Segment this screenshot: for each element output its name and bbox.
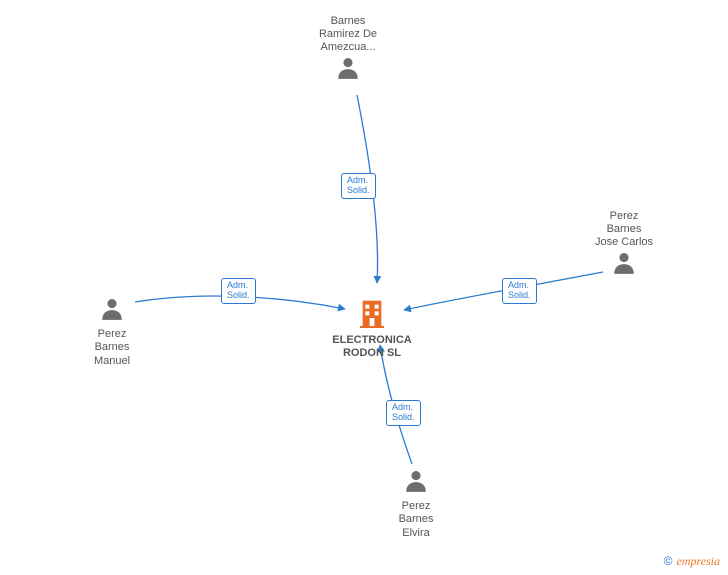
- person-name: PerezBarnesManuel: [67, 328, 157, 368]
- person-name: BarnesRamirez DeAmezcua...: [303, 15, 393, 55]
- person-icon: [335, 55, 361, 81]
- company-node[interactable]: ELECTRONICA RODON SL: [327, 298, 417, 361]
- diagram-canvas: { "canvas": { "width": 728, "height": 57…: [0, 0, 728, 575]
- person-icon: [99, 296, 125, 322]
- person-node[interactable]: PerezBarnesManuel: [67, 296, 157, 368]
- person-name: PerezBarnesJose Carlos: [579, 210, 669, 250]
- edge-label: Adm.Solid.: [221, 278, 256, 304]
- person-node[interactable]: PerezBarnesJose Carlos: [579, 208, 669, 280]
- edges-layer: [0, 0, 728, 575]
- person-name: PerezBarnesElvira: [371, 500, 461, 540]
- person-icon: [403, 468, 429, 494]
- watermark: ©empresia: [664, 554, 720, 569]
- edge-label: Adm.Solid.: [386, 400, 421, 426]
- copyright-symbol: ©: [664, 554, 673, 568]
- building-icon: [356, 298, 388, 330]
- person-node[interactable]: BarnesRamirez DeAmezcua...: [303, 13, 393, 85]
- edge-label: Adm.Solid.: [502, 278, 537, 304]
- edge-label: Adm.Solid.: [341, 173, 376, 199]
- company-name: ELECTRONICA RODON SL: [327, 334, 417, 360]
- brand-name: empresia: [676, 554, 720, 568]
- person-node[interactable]: PerezBarnesElvira: [371, 468, 461, 540]
- person-icon: [611, 250, 637, 276]
